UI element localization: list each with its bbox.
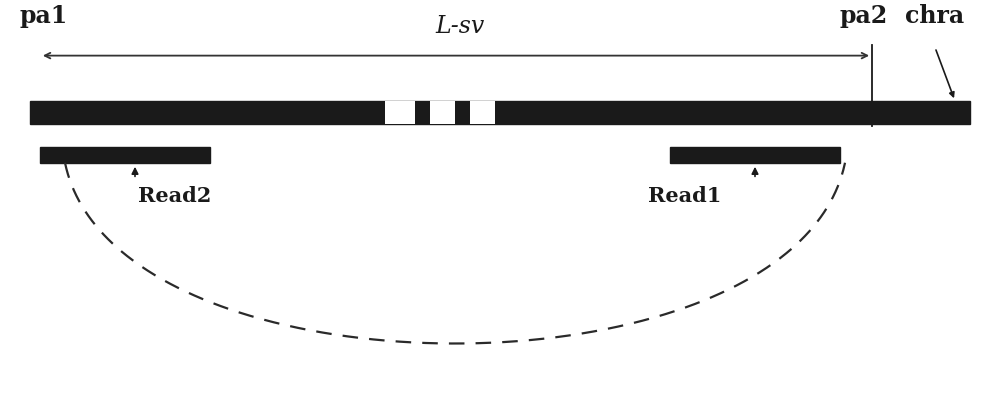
Text: chra: chra xyxy=(905,4,964,28)
Bar xyxy=(30,101,970,124)
Bar xyxy=(40,147,210,163)
Text: Read1: Read1 xyxy=(648,186,722,206)
Bar xyxy=(670,147,840,163)
Bar xyxy=(430,101,455,124)
Text: pa1: pa1 xyxy=(20,4,68,28)
Text: L-sv: L-sv xyxy=(435,15,485,38)
Bar xyxy=(470,101,495,124)
Text: Read2: Read2 xyxy=(138,186,212,206)
Bar xyxy=(385,101,415,124)
Text: pa2: pa2 xyxy=(840,4,888,28)
